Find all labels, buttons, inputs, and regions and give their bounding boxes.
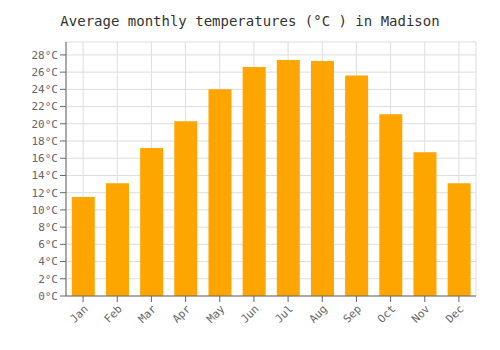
svg-text:16°C: 16°C [32, 152, 59, 165]
svg-text:6°C: 6°C [38, 238, 58, 251]
svg-text:0°C: 0°C [38, 290, 58, 303]
svg-text:4°C: 4°C [38, 255, 58, 268]
svg-text:24°C: 24°C [32, 83, 59, 96]
svg-text:18°C: 18°C [32, 135, 59, 148]
svg-text:Dec: Dec [443, 302, 466, 325]
svg-text:10°C: 10°C [32, 204, 59, 217]
svg-text:Oct: Oct [375, 302, 398, 325]
svg-text:Apr: Apr [170, 302, 194, 326]
svg-text:20°C: 20°C [32, 118, 59, 131]
svg-text:26°C: 26°C [32, 66, 59, 79]
svg-text:Aug: Aug [307, 302, 330, 325]
svg-text:Jun: Jun [238, 302, 261, 325]
svg-text:Feb: Feb [102, 302, 125, 325]
svg-text:Jan: Jan [67, 302, 90, 325]
svg-text:22°C: 22°C [32, 100, 59, 113]
html-text:Average monthly temperatures (: Average monthly temperatures (°C ) in Ma… [60, 13, 440, 29]
svg-text:Jul: Jul [272, 302, 295, 325]
svg-text:28°C: 28°C [32, 49, 59, 62]
svg-text:2°C: 2°C [38, 273, 58, 286]
svg-text:8°C: 8°C [38, 221, 58, 234]
svg-text:14°C: 14°C [32, 169, 59, 182]
svg-text:May: May [204, 302, 228, 326]
svg-text:Sep: Sep [341, 302, 364, 325]
svg-text:Mar: Mar [136, 302, 160, 326]
svg-text:Nov: Nov [409, 302, 433, 326]
svg-text:12°C: 12°C [32, 187, 59, 200]
